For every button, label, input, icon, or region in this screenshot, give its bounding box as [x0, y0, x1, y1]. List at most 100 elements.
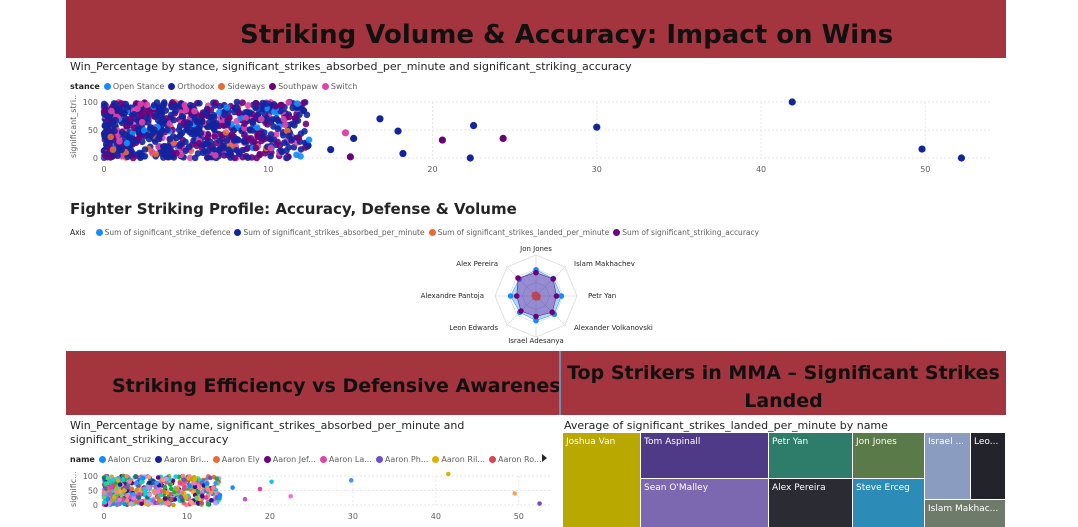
radar-axis-label: Petr Yan [588, 292, 616, 300]
legend-item-aaron-ph[interactable]: Aaron Ph... [375, 455, 428, 464]
data-point [208, 490, 214, 495]
x-tick-label: 30 [592, 165, 602, 174]
data-point [283, 154, 291, 162]
data-point [297, 153, 304, 160]
data-point [300, 99, 308, 107]
data-point [196, 100, 203, 107]
data-point [162, 496, 168, 501]
right-banner-text: Top Strikers in MMA – Significant Strike… [567, 362, 1000, 412]
data-point [141, 127, 148, 134]
data-point [292, 114, 299, 122]
legend-dot [263, 456, 271, 463]
scatter1-subtitle: Win_Percentage by stance, significant_st… [70, 60, 632, 73]
data-point [251, 138, 258, 145]
data-point [269, 116, 276, 123]
data-point [341, 129, 350, 137]
data-point [164, 480, 169, 485]
data-point [256, 150, 264, 158]
legend-item-aaron-jef[interactable]: Aaron Jef... [263, 455, 316, 464]
data-point [233, 104, 241, 111]
data-point [155, 134, 162, 142]
data-point [139, 479, 144, 485]
legend-item-aalon-cruz[interactable]: Aalon Cruz [98, 455, 152, 464]
scatter1-plot[interactable]: 100 50 00 10 20 30 40 50 significant_stri... [66, 94, 1006, 176]
scatter2-subtitle: Win_Percentage by name, significant_stri… [70, 419, 464, 447]
legend-item-orthodox[interactable]: Orthodox [168, 82, 214, 91]
data-point [499, 134, 507, 142]
data-point [127, 115, 134, 123]
legend-dot [98, 456, 106, 463]
scatter1-legend: stance Open Stance Orthodox Sideways Sou… [70, 82, 361, 91]
data-point [135, 125, 143, 133]
data-point [191, 115, 199, 123]
data-point [134, 487, 139, 493]
data-point [112, 116, 120, 124]
data-point [185, 143, 193, 151]
radar-axis-label: Israel Adesanya [508, 337, 564, 345]
data-point [164, 476, 169, 482]
data-point [267, 152, 274, 160]
legend-dot [234, 229, 242, 236]
data-point [205, 487, 211, 492]
data-point [211, 485, 216, 491]
data-point [100, 100, 108, 108]
data-point [129, 154, 137, 162]
radar-point [518, 308, 524, 314]
data-point [593, 123, 601, 131]
treemap-plot[interactable]: Joshua Van Tom Aspinall Sean O'Malley Petr … [563, 433, 1005, 527]
radar-point [533, 317, 539, 324]
data-point [178, 494, 184, 500]
data-point [295, 134, 303, 142]
data-point [394, 127, 402, 135]
data-point [239, 146, 247, 154]
data-point [187, 483, 193, 489]
left-banner-title: Striking Efficiency vs Defensive Awarene… [112, 375, 572, 397]
legend-item-aaron-ro[interactable]: Aaron Ro... [489, 455, 542, 464]
legend-next-arrow-icon[interactable] [542, 454, 547, 462]
radar-plot[interactable]: Jon Jones Islam Makhachev Petr Yan Alexande… [400, 240, 680, 348]
radar-spoke [535, 266, 566, 297]
data-point [138, 118, 146, 126]
legend-label: Aaron Ril... [441, 455, 486, 464]
data-point [191, 107, 198, 115]
legend-label: Sum of significant_striking_accuracy [622, 228, 760, 237]
legend-item-aaron-la[interactable]: Aaron La... [319, 455, 372, 464]
data-point [118, 146, 125, 154]
data-point [129, 486, 135, 492]
data-point [116, 138, 123, 145]
legend-dot [428, 229, 436, 236]
data-point [210, 120, 218, 127]
legend-item-strike-defence[interactable]: Sum of significant_strike_defence [95, 228, 230, 237]
treemap-tile [925, 500, 1005, 527]
data-point [180, 473, 186, 479]
legend-item-accuracy[interactable]: Sum of significant_striking_accuracy [613, 228, 759, 237]
legend-label: Aalon Cruz [107, 455, 152, 464]
radar-point [531, 291, 538, 298]
treemap-tile [563, 433, 640, 527]
scatter2-subtitle-line2: significant_striking_accuracy [70, 433, 229, 446]
data-point [216, 108, 223, 116]
legend-dot [269, 83, 277, 90]
data-point [241, 109, 249, 116]
legend-item-switch[interactable]: Switch [321, 82, 357, 91]
scatter2-plot[interactable]: 100 50 00 10 20 30 40 50 signific... [66, 468, 556, 527]
legend-item-southpaw[interactable]: Southpaw [269, 82, 318, 91]
legend-item-aaron-ely[interactable]: Aaron Ely [212, 455, 260, 464]
data-point [188, 499, 194, 505]
left-banner: Striking Efficiency vs Defensive Awarene… [66, 351, 572, 415]
data-point [164, 126, 171, 134]
legend-item-open-stance[interactable]: Open Stance [103, 82, 164, 91]
legend-item-sideways[interactable]: Sideways [218, 82, 265, 91]
data-point [144, 131, 151, 139]
data-point [169, 496, 174, 502]
legend-item-aaron-bri[interactable]: Aaron Bri... [155, 455, 209, 464]
radar-point [533, 269, 539, 276]
legend-item-landed[interactable]: Sum of significant_strikes_landed_per_mi… [428, 228, 609, 237]
legend-item-absorbed[interactable]: Sum of significant_strikes_absorbed_per_… [234, 228, 425, 237]
x-tick-label: 50 [514, 512, 524, 521]
radar-point [553, 293, 560, 299]
treemap-tile-label: Joshua Van [565, 437, 615, 447]
data-point [122, 501, 127, 507]
data-point [788, 98, 796, 106]
legend-item-aaron-ril[interactable]: Aaron Ril... [432, 455, 485, 464]
